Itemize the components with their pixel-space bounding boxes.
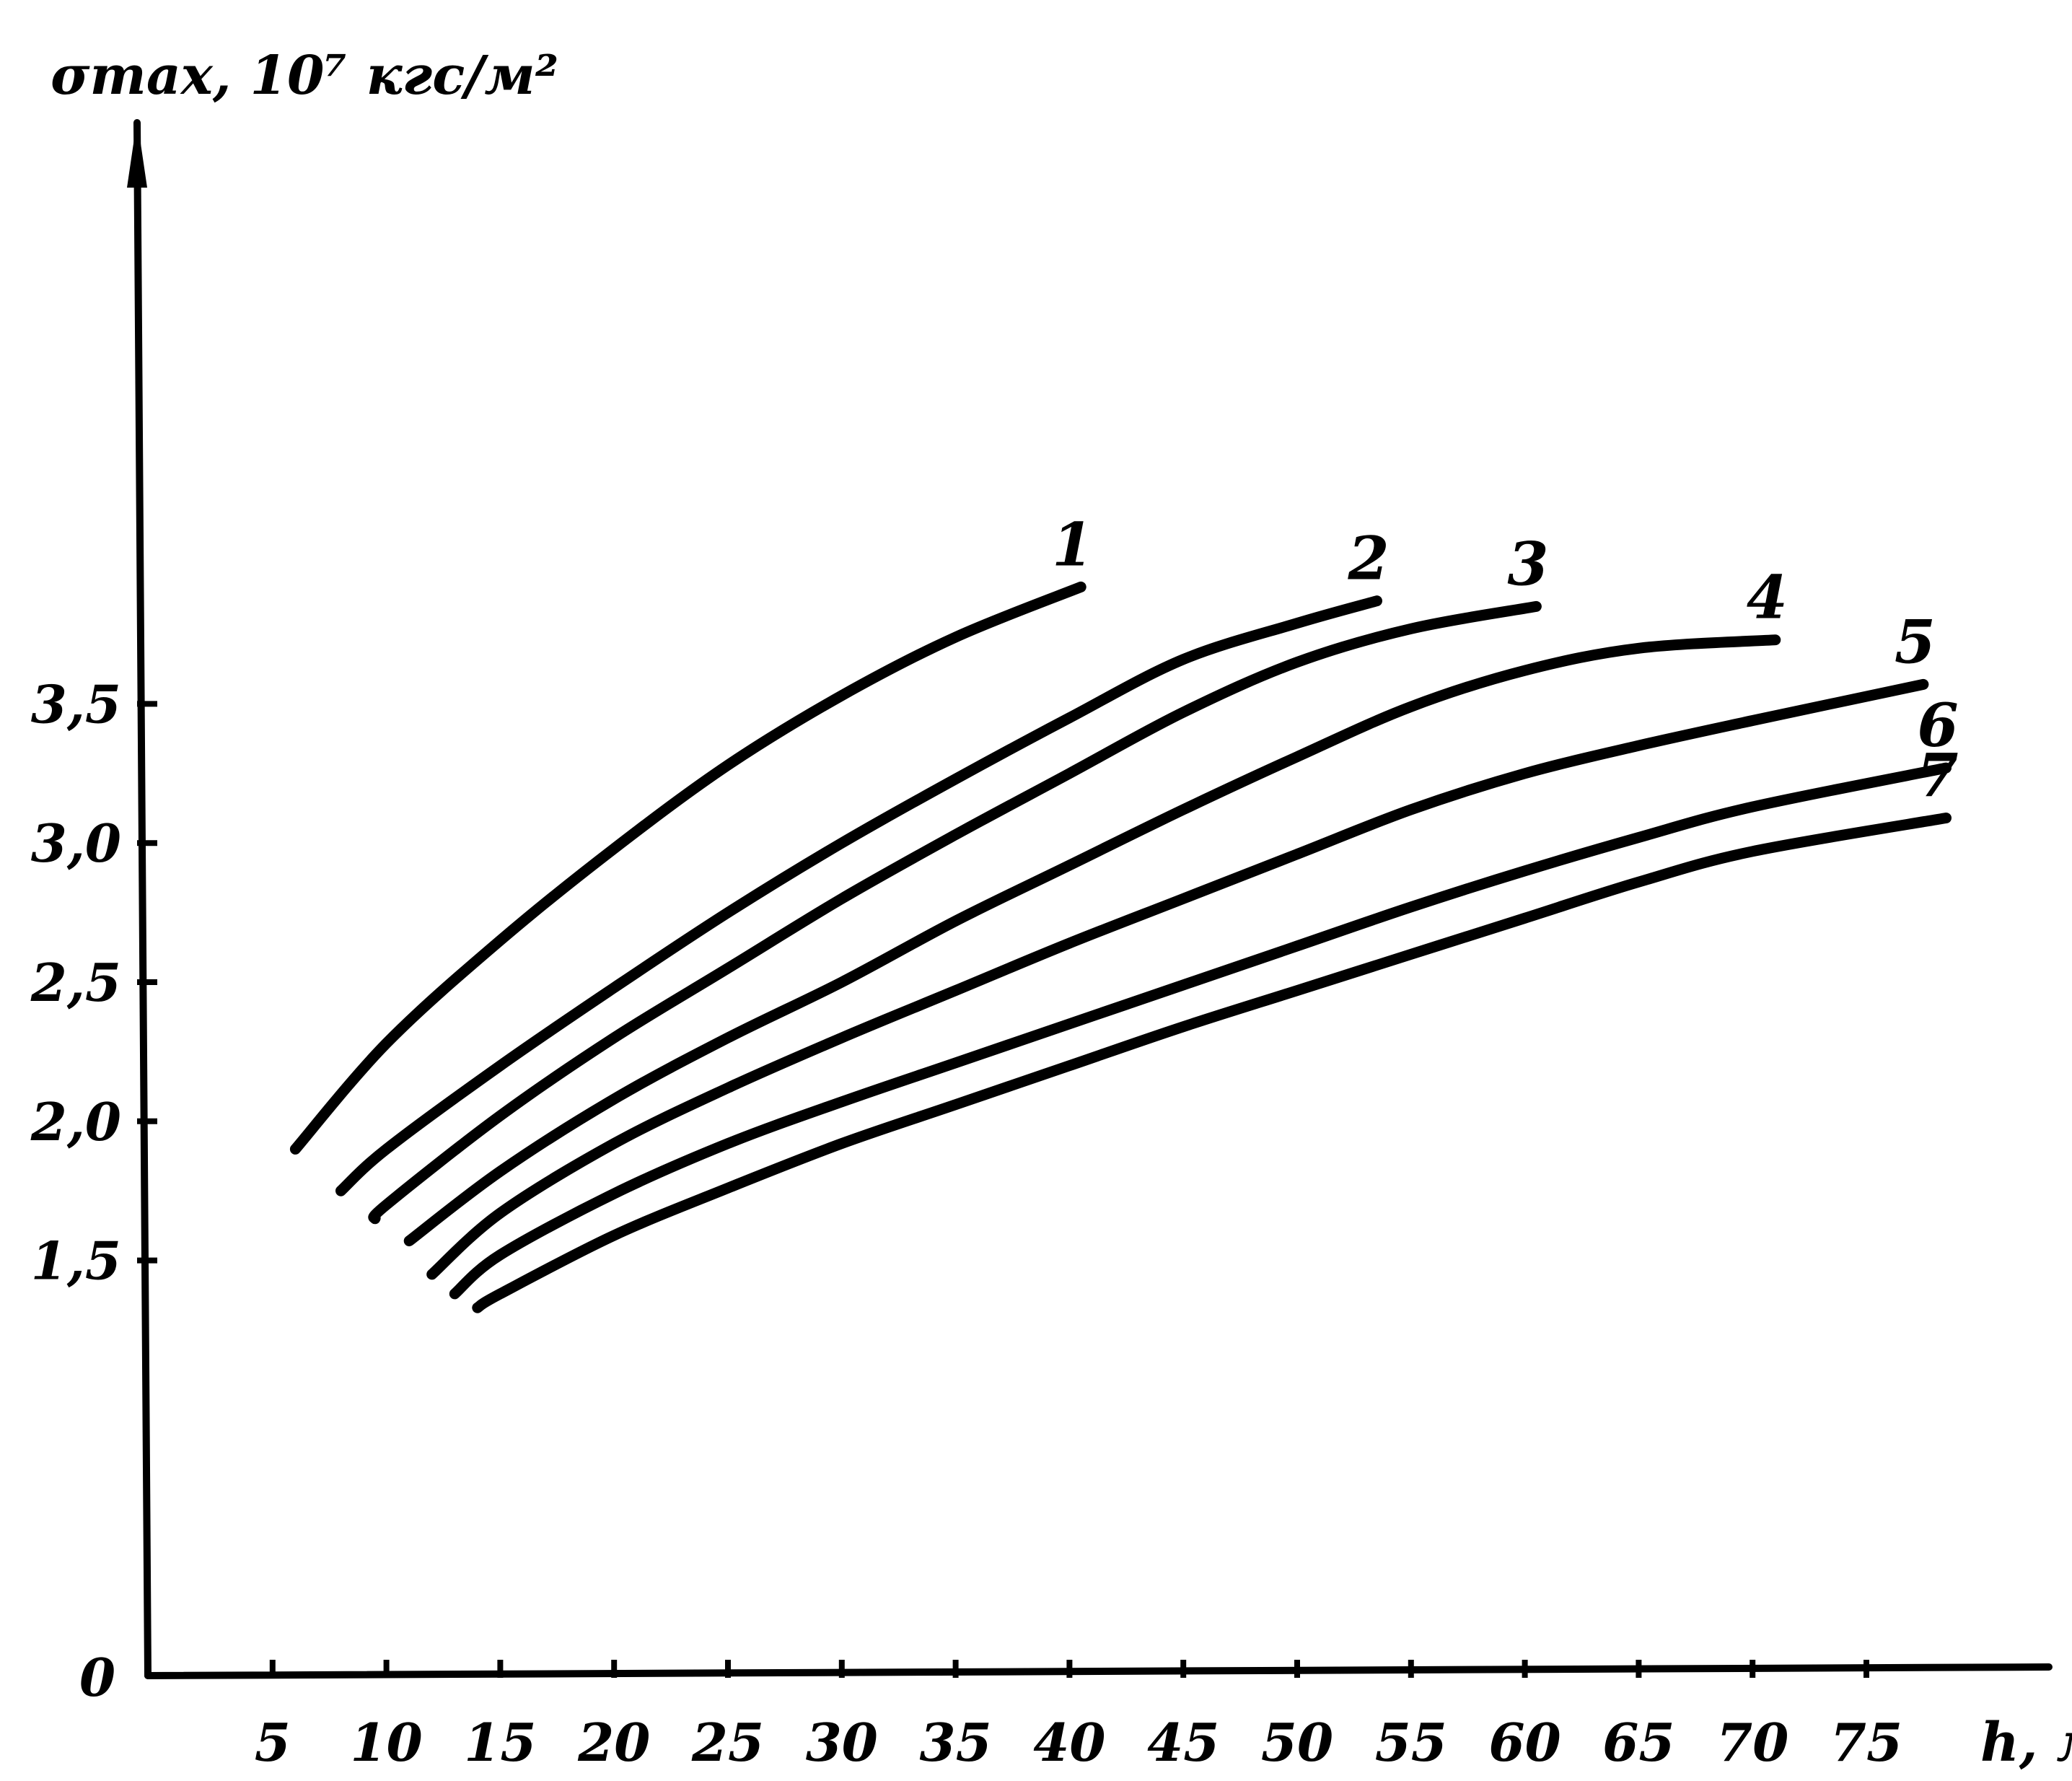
x-axis-line — [144, 1663, 2053, 1679]
curves: 1 2 3 4 5 67 — [289, 510, 1959, 1313]
curve-label-6: 6 — [1917, 691, 1958, 761]
y-tick-label: 2,5 — [30, 952, 121, 1013]
y-tick-label: 2,0 — [30, 1091, 121, 1152]
curve-2 — [335, 595, 1382, 1196]
y-axis-line — [133, 119, 152, 1679]
y-axis-title: σmax, 10⁷ кгс/м² — [51, 45, 558, 107]
y-tick-label: 1,5 — [31, 1230, 121, 1292]
curve-5 — [426, 678, 1929, 1280]
curve-label-5: 5 — [1895, 608, 1936, 677]
x-tick-label: 65 — [1602, 1712, 1674, 1773]
x-tick-label: 10 — [350, 1712, 422, 1773]
x-tick-label: 75 — [1830, 1712, 1902, 1773]
y-tick-label: 3,5 — [31, 673, 121, 735]
curve-label-7: 7 — [1917, 741, 1958, 810]
x-tick-label: 40 — [1033, 1712, 1105, 1773]
y-axis-arrow — [127, 119, 147, 188]
curve-4 — [403, 634, 1781, 1247]
curve-label-2: 2 — [1347, 525, 1389, 594]
y-ticks: 1,5 2,0 2,5 3,0 3,5 — [30, 673, 157, 1292]
curve-7 — [472, 813, 1952, 1313]
y-tick-label: 3,0 — [31, 813, 121, 874]
curve-label-1: 1 — [1052, 510, 1093, 579]
x-ticks: 5 10 15 20 25 30 35 40 45 50 55 60 65 70 75 — [255, 1660, 1902, 1773]
curve-1 — [289, 581, 1087, 1155]
x-tick-label: 70 — [1716, 1712, 1788, 1773]
curve-label-3: 3 — [1507, 530, 1548, 599]
origin-label: 0 — [79, 1647, 115, 1708]
x-tick-label: 55 — [1375, 1712, 1447, 1773]
curve-6 — [449, 762, 1952, 1300]
x-tick-label: 50 — [1261, 1712, 1333, 1773]
x-tick-label: 30 — [806, 1712, 878, 1773]
x-tick-label: 20 — [577, 1712, 650, 1773]
x-tick-label: 5 — [255, 1712, 291, 1773]
x-tick-label: 60 — [1488, 1712, 1560, 1773]
x-tick-label: 35 — [919, 1712, 991, 1773]
x-tick-label: 15 — [464, 1712, 536, 1773]
x-tick-label: 25 — [691, 1712, 764, 1773]
x-axis-title: h, м — [1980, 1712, 2072, 1774]
curve-label-4: 4 — [1747, 564, 1788, 633]
x-tick-label: 45 — [1147, 1712, 1219, 1773]
curve-3 — [368, 600, 1542, 1225]
